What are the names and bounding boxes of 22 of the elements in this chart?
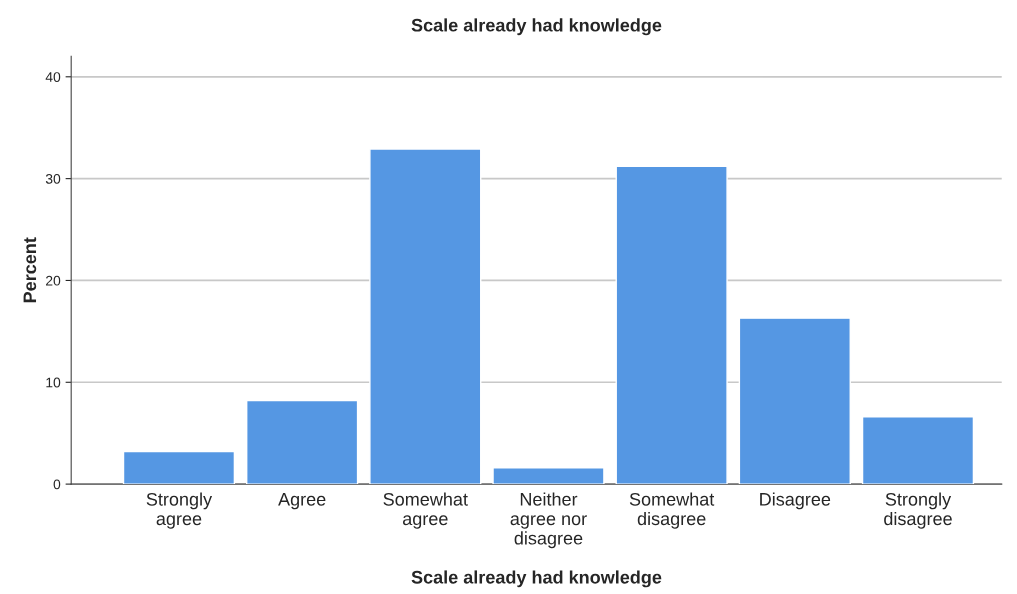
x-axis-title: Scale already had knowledge xyxy=(411,570,662,588)
y-tick-label: 0 xyxy=(53,479,61,490)
bar xyxy=(246,399,359,485)
x-tick-label: Agree xyxy=(278,493,326,510)
y-tick-label: 40 xyxy=(45,72,61,82)
bar xyxy=(615,165,728,485)
x-tick-label: Strongly agree xyxy=(146,492,213,529)
x-tick-label: Somewhat disagree xyxy=(629,492,715,529)
bar xyxy=(861,416,975,485)
bar xyxy=(492,467,605,485)
y-tick-label: 10 xyxy=(46,377,61,388)
bar xyxy=(122,450,236,485)
chart-title: Scale already had knowledge xyxy=(411,18,662,36)
x-tick-label: Somewhat agree xyxy=(383,492,468,529)
bar xyxy=(369,148,482,485)
bar xyxy=(738,317,851,485)
y-axis-title: Percent xyxy=(23,237,37,303)
y-tick-label: 30 xyxy=(45,173,61,184)
x-tick-label: Disagree xyxy=(760,492,831,510)
y-tick-label: 20 xyxy=(46,275,61,286)
x-tick-label: Strongly disagree xyxy=(884,492,952,529)
x-tick-label: Neither agree nor disagree xyxy=(510,492,587,549)
